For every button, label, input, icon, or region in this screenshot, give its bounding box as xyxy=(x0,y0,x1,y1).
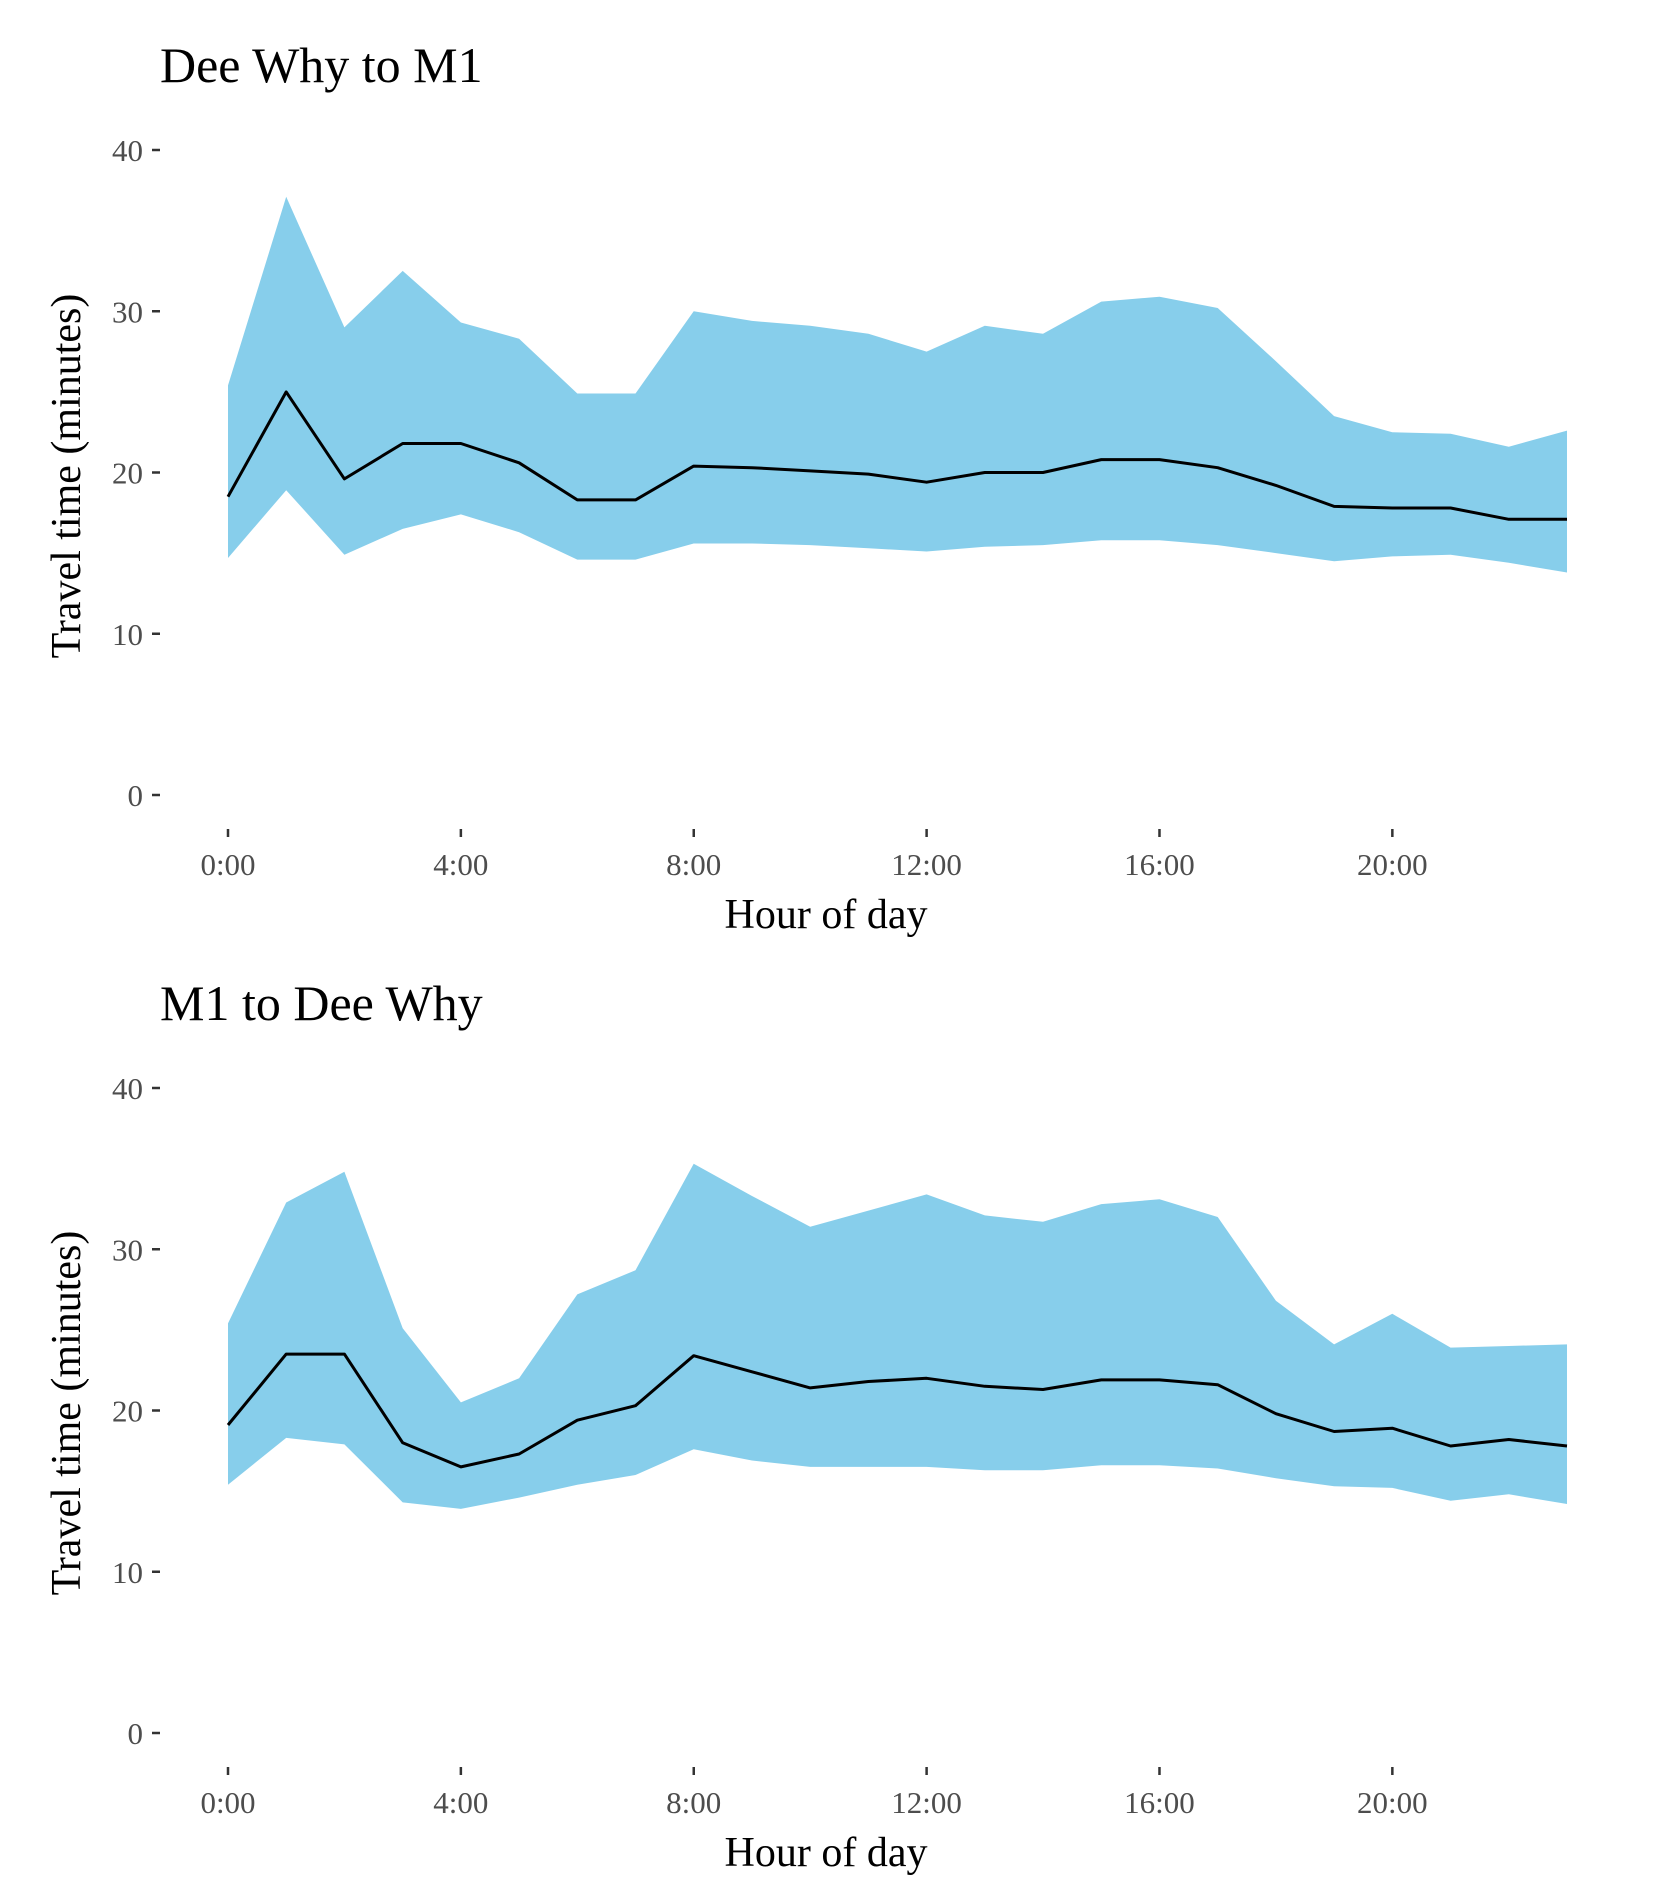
x-tick-label: 20:00 xyxy=(1357,847,1428,882)
x-tick-label: 0:00 xyxy=(200,1785,255,1820)
x-axis-title: Hour of day xyxy=(725,1830,928,1876)
x-tick-label: 12:00 xyxy=(891,847,962,882)
line-layer xyxy=(226,1352,1568,1469)
y-axis-title: Travel time (minutes) xyxy=(44,1231,90,1596)
x-tick-label: 0:00 xyxy=(200,847,255,882)
y-tick-label: 40 xyxy=(112,1071,143,1106)
y-axis: 0 10 20 30 40 xyxy=(112,133,160,813)
range-band xyxy=(228,196,1567,573)
x-tick-label: 8:00 xyxy=(666,847,721,882)
band-layer xyxy=(228,1163,1567,1509)
y-tick-label: 10 xyxy=(112,617,143,652)
median-line xyxy=(226,1352,1568,1469)
x-tick-label: 16:00 xyxy=(1124,847,1195,882)
x-tick-label: 4:00 xyxy=(433,1785,488,1820)
y-tick-label: 0 xyxy=(128,1716,144,1751)
x-tick-label: 20:00 xyxy=(1357,1785,1428,1820)
y-tick-label: 20 xyxy=(112,456,143,491)
chart-panel-dee-why-to-m1: Dee Why to M1 0 10 20 30 40 0:00 4:00 8:00 12:0… xyxy=(44,37,1567,938)
y-tick-label: 10 xyxy=(112,1555,143,1590)
chart-panel-m1-to-dee-why: M1 to Dee Why 0 10 20 30 40 0:00 4:00 8:00 12:0… xyxy=(44,975,1568,1876)
x-axis: 0:00 4:00 8:00 12:00 16:00 20:00 xyxy=(200,1767,1428,1820)
y-tick-label: 20 xyxy=(112,1394,143,1429)
chart-title: M1 to Dee Why xyxy=(160,975,483,1031)
x-tick-label: 12:00 xyxy=(891,1785,962,1820)
x-tick-label: 8:00 xyxy=(666,1785,721,1820)
chart-title: Dee Why to M1 xyxy=(160,37,483,93)
median-line xyxy=(226,390,1567,521)
range-band xyxy=(228,1163,1567,1509)
y-axis: 0 10 20 30 40 xyxy=(112,1071,160,1751)
x-axis-title: Hour of day xyxy=(725,892,928,938)
y-axis-title: Travel time (minutes) xyxy=(44,294,90,659)
y-tick-label: 30 xyxy=(112,294,143,329)
x-tick-label: 4:00 xyxy=(433,847,488,882)
band-layer xyxy=(228,196,1567,573)
y-tick-label: 0 xyxy=(128,778,144,813)
y-tick-label: 30 xyxy=(112,1232,143,1267)
x-axis: 0:00 4:00 8:00 12:00 16:00 20:00 xyxy=(200,829,1428,882)
x-tick-label: 16:00 xyxy=(1124,1785,1195,1820)
y-tick-label: 40 xyxy=(112,133,143,168)
line-layer xyxy=(226,390,1567,521)
